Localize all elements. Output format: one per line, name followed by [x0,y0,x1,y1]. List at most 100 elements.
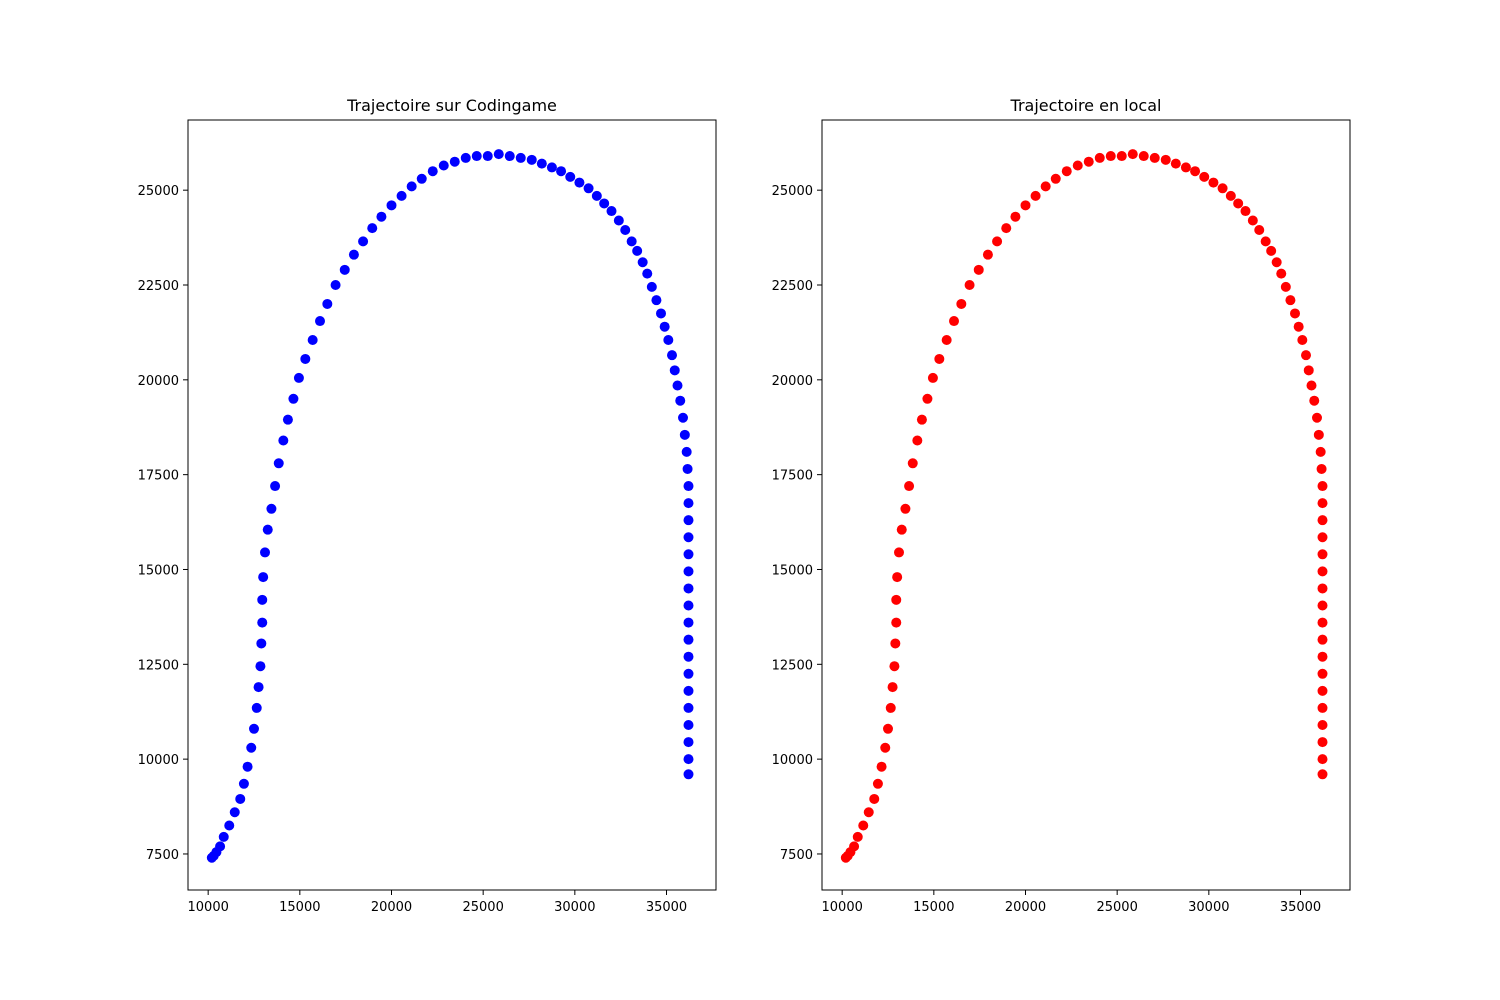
data-point [257,594,268,605]
data-point [1317,634,1328,645]
x-tick-label: 20000 [371,900,412,915]
data-point [1317,617,1328,628]
subplot-title: Trajectoire en local [1010,96,1162,115]
data-point [1072,160,1083,171]
data-point [1317,600,1328,611]
y-tick-label: 7500 [146,848,179,863]
data-point [683,549,694,560]
data-point [1260,236,1271,247]
data-point [683,617,694,628]
data-point [941,335,952,345]
data-point [1208,177,1219,188]
data-point [1309,395,1320,406]
data-point [934,353,945,364]
data-point [262,524,273,535]
data-point [1030,190,1041,201]
data-point [1313,429,1324,440]
data-point [1247,215,1258,226]
data-point [504,151,515,162]
data-point [683,566,694,577]
plot-frame [821,119,1351,891]
y-axis-ticks: 7500 10000 12500 15000 17500 20000 22500 25000 [138,184,188,863]
data-point [330,280,341,290]
data-point [683,685,694,696]
data-point [376,211,387,222]
data-point [964,280,975,290]
data-point [416,173,427,184]
x-tick-label: 10000 [821,900,862,915]
y-tick-label: 17500 [772,469,813,484]
x-tick-label: 35000 [646,900,687,915]
data-point [852,831,863,842]
data-point [1190,166,1201,177]
data-point [293,372,304,383]
data-point [637,257,648,268]
data-point [300,353,311,364]
data-point [872,778,883,789]
data-point [679,429,690,440]
data-point [1127,149,1138,160]
data-point [683,515,694,526]
x-tick-label: 30000 [554,900,595,915]
data-point [683,498,694,509]
data-point [620,225,631,235]
y-tick-label: 22500 [772,279,813,294]
data-point [536,158,547,169]
data-point [1105,151,1116,162]
data-point [956,298,967,309]
data-point [224,820,235,831]
data-point [683,754,694,765]
data-point [642,268,653,279]
data-point [282,414,293,425]
data-point [1199,171,1210,182]
data-point [273,458,284,469]
data-point [646,281,657,292]
plot-area [822,120,1350,890]
data-point [683,634,694,645]
data-point [1290,308,1300,319]
data-point [869,793,880,804]
plot-area [188,120,716,890]
data-point [663,335,674,345]
data-point [683,702,694,713]
data-point [683,583,694,594]
data-point [904,481,915,492]
y-tick-label: 7500 [780,848,813,863]
data-points [840,149,1328,863]
data-point [683,769,694,780]
plot-frame [187,119,717,891]
data-point [1315,446,1326,457]
data-point [1160,154,1171,165]
data-point [1317,720,1328,730]
x-tick-label: 15000 [279,900,320,915]
data-point [1297,335,1308,345]
data-point [258,572,269,583]
data-point [1317,769,1328,780]
data-point [1010,211,1021,222]
x-tick-label: 15000 [913,900,954,915]
data-point [892,572,903,583]
data-point [322,298,333,309]
data-point [922,393,933,404]
data-point [1317,685,1328,696]
data-point [1316,463,1327,474]
data-point [606,206,617,217]
data-point [249,723,259,734]
data-point [218,831,229,842]
data-point [256,638,267,649]
y-tick-label: 10000 [138,753,179,768]
data-point [1180,162,1191,173]
data-point [546,162,557,173]
data-point [1317,583,1328,594]
data-point [1317,498,1328,509]
data-point [278,435,289,446]
data-point [1233,198,1244,209]
data-point [907,458,918,469]
data-point [681,446,692,457]
data-point [849,841,860,852]
data-point [246,742,257,753]
data-point [526,154,537,165]
data-point [949,316,959,327]
data-point [683,720,694,730]
